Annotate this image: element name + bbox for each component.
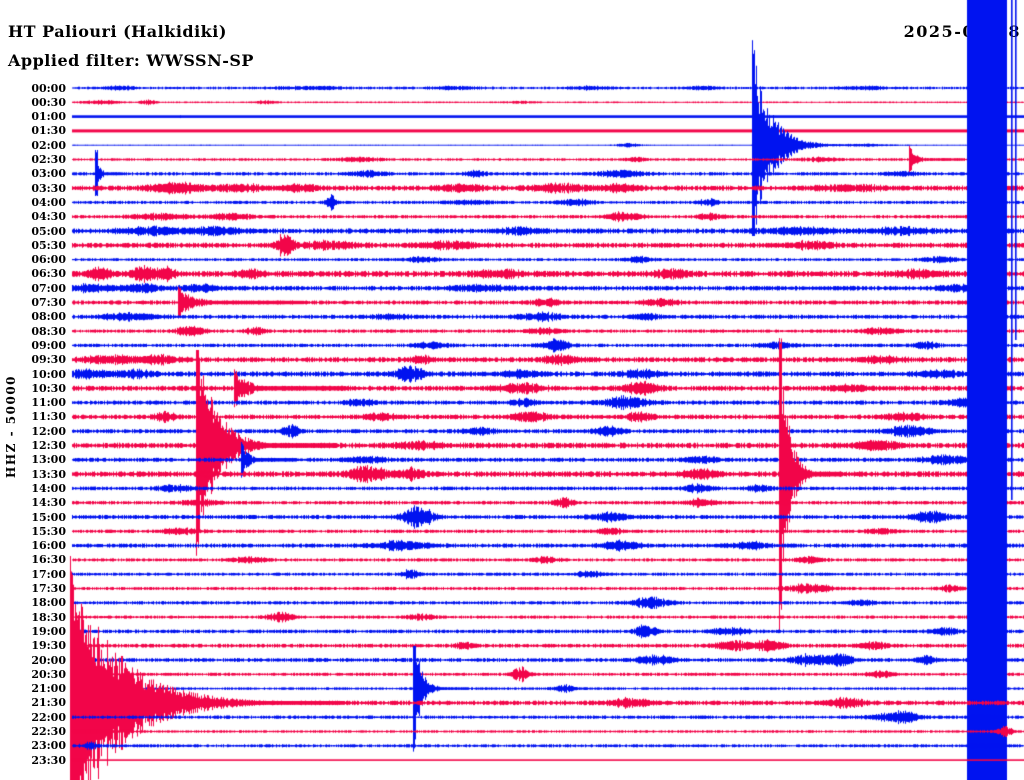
time-label: 01:30 (31, 124, 66, 138)
time-label: 16:00 (31, 539, 66, 553)
time-label: 05:00 (31, 224, 66, 238)
time-label: 08:00 (31, 310, 66, 324)
time-label: 17:30 (31, 582, 66, 595)
time-label: 18:30 (31, 610, 66, 624)
time-label: 09:30 (31, 353, 66, 367)
time-label: 17:00 (31, 567, 66, 581)
time-label: 19:00 (31, 624, 66, 638)
time-label: 06:30 (31, 267, 66, 281)
time-label: 07:30 (31, 296, 66, 309)
time-label: 05:30 (31, 238, 66, 252)
time-label: 11:30 (31, 410, 66, 424)
time-label: 03:00 (31, 167, 66, 181)
time-label: 15:00 (31, 510, 66, 524)
time-label: 01:00 (31, 110, 66, 124)
time-label: 22:30 (31, 725, 66, 738)
time-label: 07:00 (31, 281, 66, 295)
time-label: 20:30 (31, 667, 66, 681)
time-label: 10:00 (31, 367, 66, 381)
time-label: 16:30 (31, 553, 66, 567)
time-label: 00:30 (31, 95, 66, 109)
time-label: 10:30 (31, 381, 66, 395)
time-label: 13:30 (31, 467, 66, 481)
time-label: 23:30 (31, 753, 66, 767)
time-label: 00:00 (31, 81, 66, 95)
time-label: 21:30 (31, 696, 66, 710)
time-label: 12:00 (31, 424, 66, 438)
time-label: 22:00 (31, 710, 66, 724)
time-label: 19:30 (31, 639, 66, 653)
time-label: 14:30 (31, 496, 66, 510)
time-label: 20:00 (31, 653, 66, 667)
time-label: 13:00 (31, 453, 66, 467)
time-label: 23:00 (31, 739, 66, 753)
time-label: 08:30 (31, 324, 66, 338)
time-label: 21:00 (31, 682, 66, 696)
time-label: 04:30 (31, 210, 66, 224)
time-label: 11:00 (31, 396, 66, 410)
time-label: 09:00 (31, 338, 66, 352)
time-label: 02:30 (31, 153, 66, 166)
time-label: 06:00 (31, 253, 66, 267)
time-label: 02:00 (31, 138, 66, 152)
time-label: 15:30 (31, 524, 66, 538)
time-label: 14:00 (31, 481, 66, 495)
time-label: 03:30 (31, 181, 66, 195)
time-axis: 00:00 00:30 01:00 01:30 02:00 02:30 03:00 03:30… (0, 0, 66, 780)
time-label: 18:00 (31, 596, 66, 610)
time-label: 04:00 (31, 195, 66, 209)
time-label: 12:30 (31, 439, 66, 452)
date-label: 2025-04-08 (903, 22, 1021, 41)
